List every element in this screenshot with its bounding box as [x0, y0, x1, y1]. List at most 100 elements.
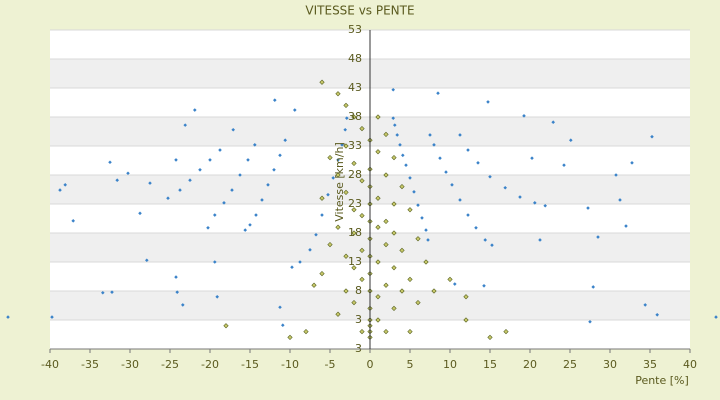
- data-point: [399, 247, 405, 254]
- data-point: [714, 315, 718, 319]
- data-point: [458, 198, 462, 202]
- data-point: [399, 288, 405, 294]
- y-tick-label: 33: [348, 139, 362, 152]
- data-point: [308, 248, 312, 252]
- data-point: [319, 79, 325, 85]
- data-point: [614, 173, 618, 177]
- x-tick-label: -20: [201, 358, 219, 371]
- data-point: [463, 294, 469, 300]
- data-point: [490, 243, 494, 247]
- data-point: [101, 290, 105, 295]
- data-point: [391, 305, 397, 312]
- data-point: [343, 127, 347, 132]
- data-point: [643, 303, 647, 307]
- chart-title: VITESSE vs PENTE: [305, 4, 414, 18]
- data-point: [331, 176, 335, 180]
- data-point: [383, 131, 389, 138]
- data-point: [198, 167, 202, 172]
- data-point: [530, 156, 534, 160]
- points: [6, 79, 718, 341]
- data-point: [327, 154, 333, 161]
- data-point: [193, 108, 197, 112]
- y-tick-label: 3: [355, 313, 362, 326]
- data-point: [596, 235, 600, 239]
- data-point: [283, 138, 287, 142]
- data-point: [533, 201, 537, 205]
- data-point: [293, 108, 297, 112]
- data-point: [586, 206, 590, 210]
- y-tick-label: 23: [348, 197, 362, 210]
- data-point: [222, 201, 226, 205]
- data-point: [401, 153, 405, 158]
- data-point: [375, 114, 381, 120]
- data-point: [375, 149, 381, 155]
- data-point: [450, 183, 454, 187]
- data-point: [58, 188, 62, 192]
- x-axis-title: Pente [%]: [635, 374, 689, 387]
- data-point: [487, 334, 493, 341]
- data-point: [655, 312, 659, 317]
- data-point: [351, 160, 357, 167]
- data-point: [166, 196, 170, 200]
- data-point: [351, 265, 357, 271]
- data-point: [71, 219, 75, 223]
- data-point: [383, 241, 389, 248]
- data-point: [266, 183, 270, 187]
- data-point: [148, 181, 152, 185]
- data-point: [420, 216, 424, 220]
- data-point: [311, 282, 317, 288]
- x-tick-label: 0: [367, 358, 374, 371]
- y-tick-label: 38: [348, 110, 362, 123]
- data-point: [650, 134, 654, 139]
- data-point: [359, 212, 365, 219]
- y-tick-label: 18: [348, 226, 362, 239]
- data-point: [298, 260, 302, 264]
- data-point: [174, 275, 178, 279]
- data-point: [218, 148, 222, 152]
- data-point: [538, 238, 542, 242]
- data-point: [391, 154, 397, 161]
- data-point: [375, 195, 381, 201]
- data-point: [50, 315, 54, 319]
- data-point: [6, 315, 10, 319]
- data-point: [248, 223, 252, 227]
- data-point: [391, 87, 395, 92]
- data-point: [231, 127, 235, 132]
- data-point: [320, 213, 324, 217]
- data-point: [254, 213, 258, 217]
- data-point: [208, 158, 212, 162]
- x-tick-label: -35: [81, 358, 99, 371]
- data-point: [522, 114, 526, 118]
- data-point: [278, 305, 282, 310]
- data-point: [375, 224, 381, 230]
- data-point: [335, 172, 341, 178]
- data-point: [474, 225, 478, 230]
- data-point: [391, 201, 397, 207]
- data-point: [188, 178, 192, 183]
- data-point: [343, 189, 349, 196]
- data-point: [432, 143, 436, 147]
- data-point: [375, 259, 381, 265]
- data-point: [488, 174, 492, 179]
- data-point: [223, 323, 229, 329]
- data-point: [290, 265, 294, 270]
- data-point: [404, 163, 408, 167]
- data-point: [359, 247, 365, 254]
- data-point: [335, 311, 341, 317]
- data-point: [503, 328, 509, 335]
- data-point: [562, 163, 566, 167]
- data-point: [206, 225, 210, 230]
- data-point: [423, 259, 429, 265]
- data-point: [412, 190, 416, 194]
- data-point: [213, 213, 217, 217]
- data-point: [273, 98, 277, 102]
- data-point: [393, 123, 397, 127]
- y-tick-label: 43: [348, 81, 362, 94]
- data-point: [115, 178, 119, 183]
- data-point: [416, 203, 420, 207]
- x-tick-label: -30: [121, 358, 139, 371]
- data-point: [314, 232, 318, 237]
- data-point: [466, 148, 470, 152]
- data-point: [398, 143, 402, 147]
